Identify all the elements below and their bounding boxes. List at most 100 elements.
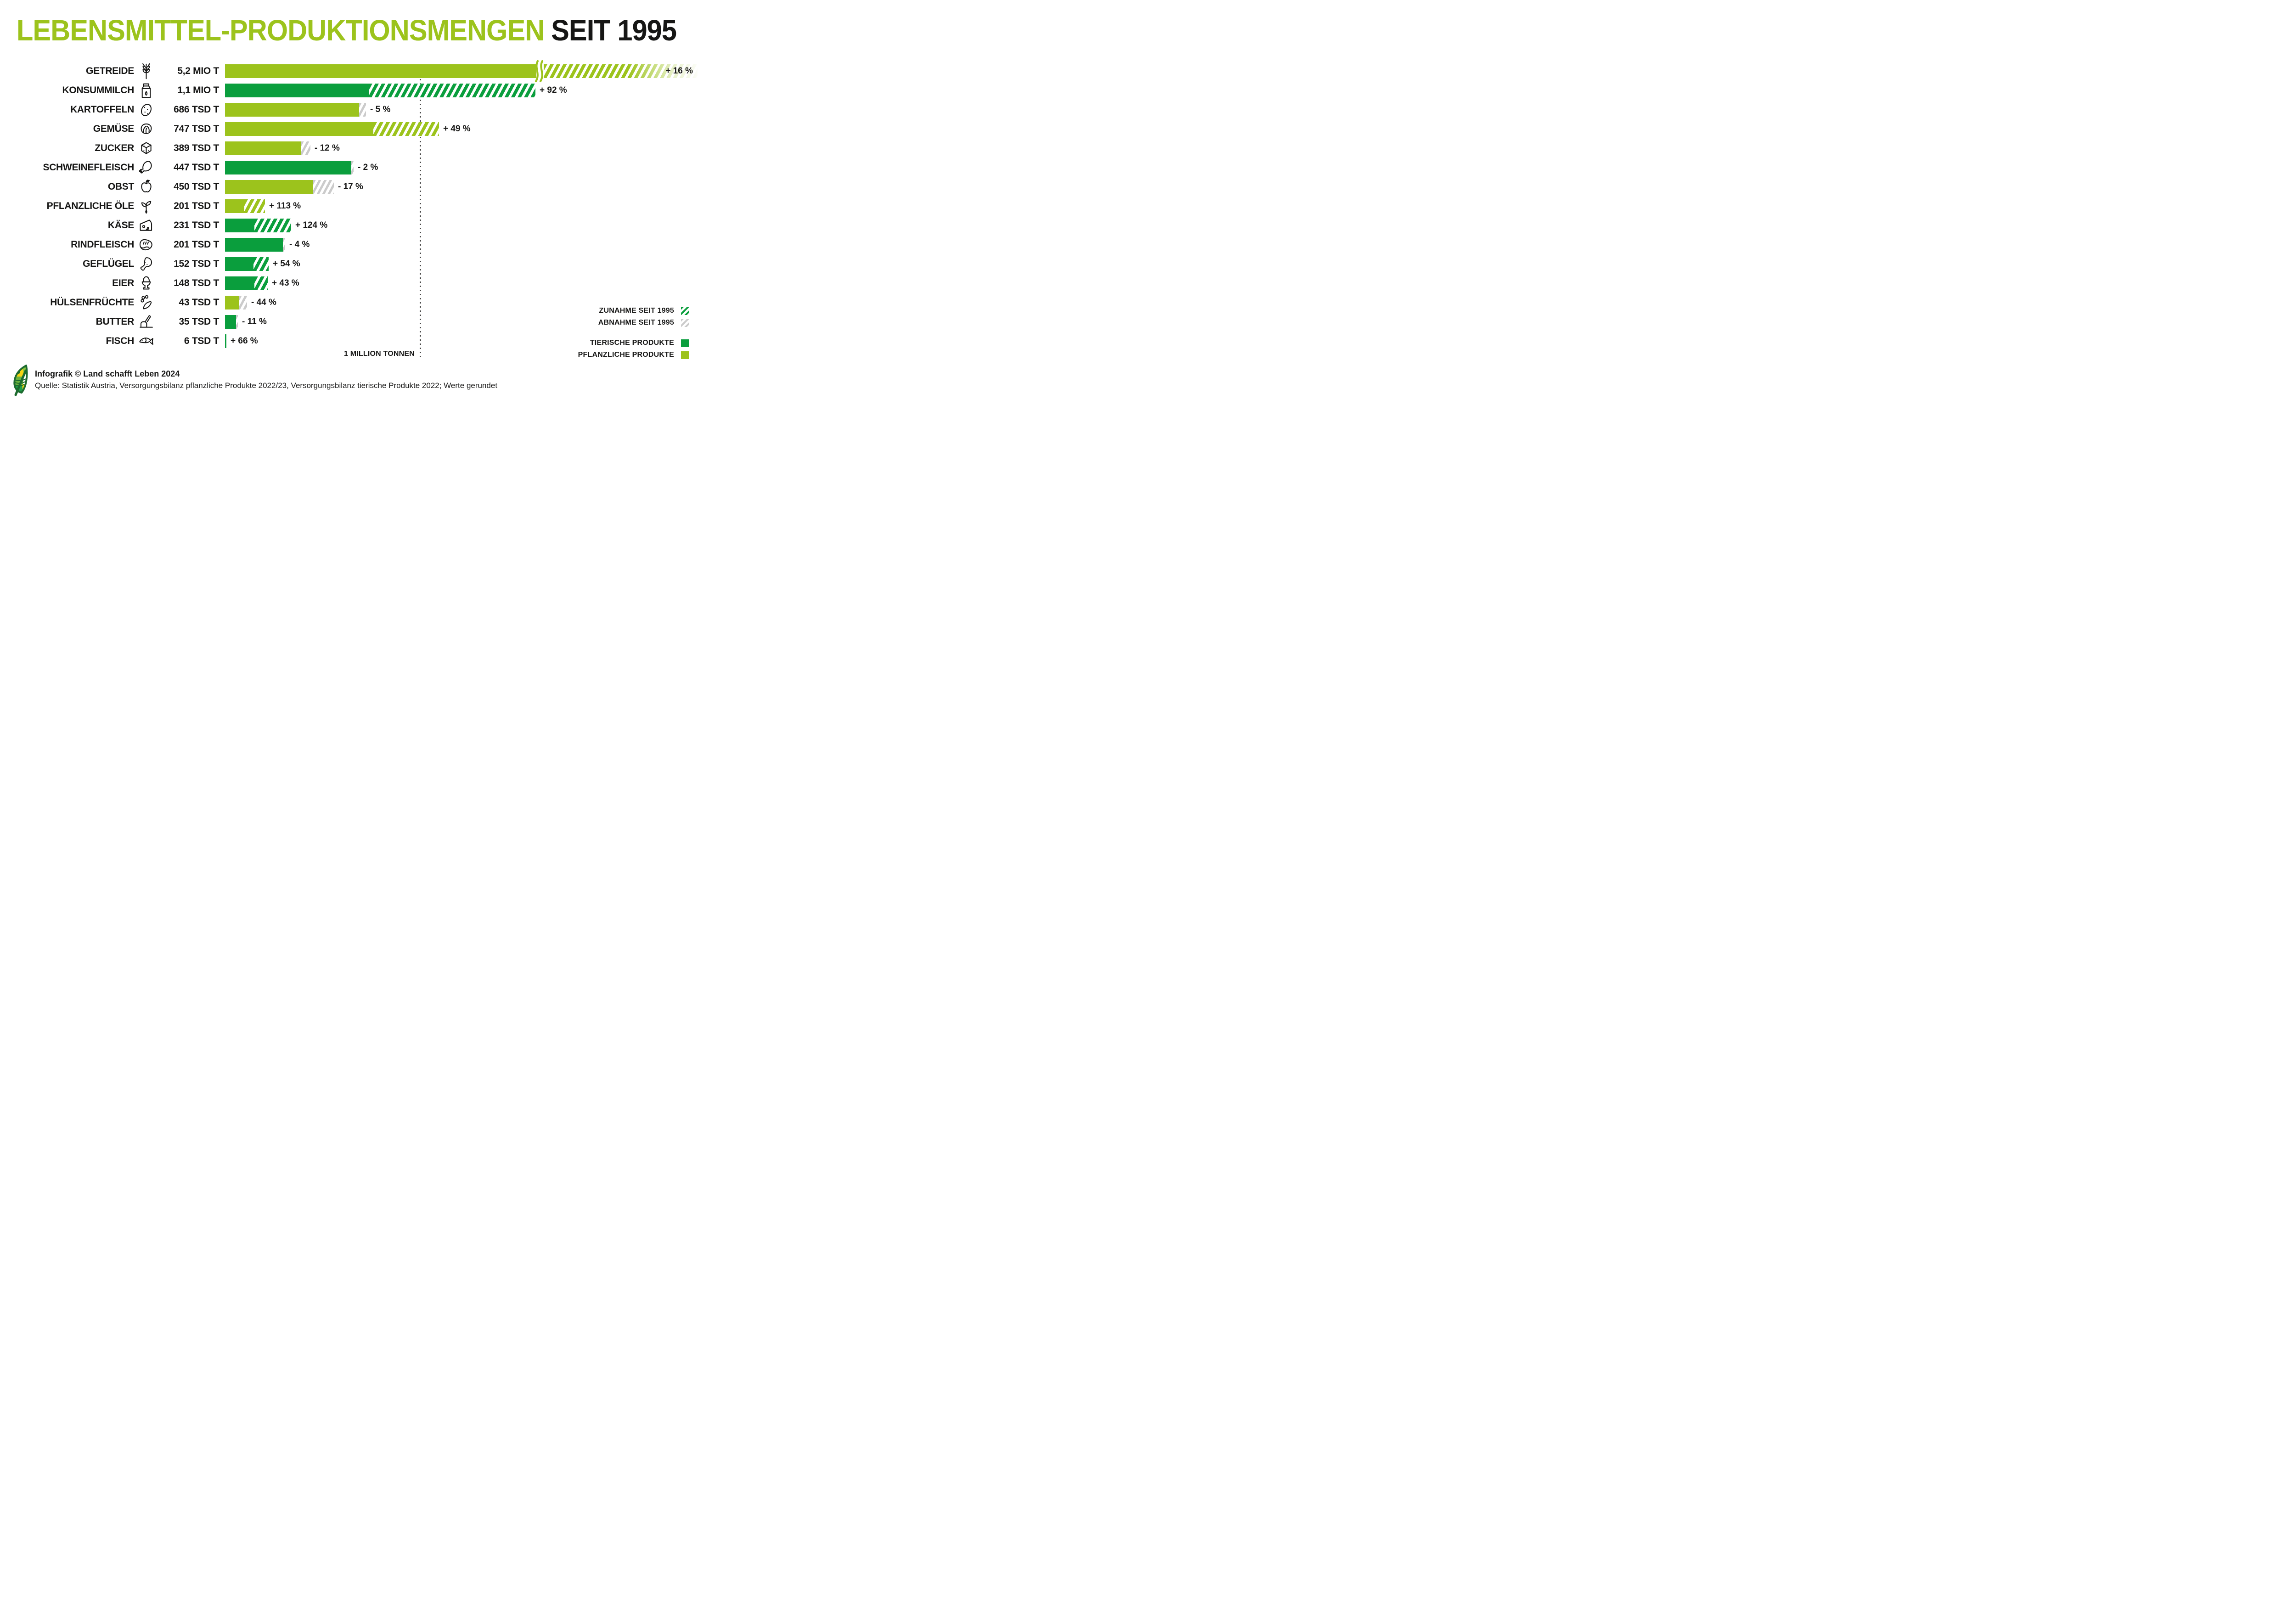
pct-change-label: + 92 % xyxy=(540,85,567,95)
bar-change-hatch xyxy=(254,219,291,232)
row-value: 231 TSD T xyxy=(174,220,219,231)
row-label: KÄSE xyxy=(107,220,134,231)
bar-current xyxy=(225,276,254,290)
row-value: 35 TSD T xyxy=(179,316,219,327)
chart-row-fisch: FISCH 6 TSD T + 66 % xyxy=(17,332,720,351)
bar-current xyxy=(225,199,244,213)
pct-change-label: + 49 % xyxy=(443,124,471,134)
bar-change-hatch xyxy=(236,315,238,329)
legend-group-gap xyxy=(578,329,689,337)
row-label: GEMÜSE xyxy=(93,124,135,134)
row-value: 5,2 MIO T xyxy=(177,66,219,76)
pct-change-label: + 124 % xyxy=(295,220,328,230)
bar-current xyxy=(225,84,369,97)
chart-row-obst: OBST 450 TSD T - 17 % xyxy=(17,177,720,197)
bar-area: - 17 % xyxy=(225,177,720,197)
bar-current xyxy=(225,122,373,136)
wheat-icon xyxy=(134,62,158,81)
land-schafft-leben-logo xyxy=(12,364,33,401)
bar-change-hatch: + 16 % xyxy=(544,64,698,78)
butter-icon xyxy=(134,312,158,332)
row-label: GEFLÜGEL xyxy=(83,259,134,269)
vegetable-icon xyxy=(134,119,158,139)
bar-current xyxy=(225,334,226,348)
row-label: SCHWEINEFLEISCH xyxy=(43,162,134,173)
row-label: ZUCKER xyxy=(95,143,134,153)
fish-icon xyxy=(134,332,158,351)
infographic-canvas: LEBENSMITTEL-PRODUKTIONSMENGEN SEIT 1995 … xyxy=(0,0,720,405)
bar-current xyxy=(225,103,359,117)
bar-area: + 16 % xyxy=(225,60,720,83)
pct-change-label: - 2 % xyxy=(358,163,378,172)
pct-change-label: - 5 % xyxy=(370,105,391,114)
pct-change-label: + 54 % xyxy=(273,259,300,269)
row-value: 6 TSD T xyxy=(184,336,219,346)
row-value: 1,1 MIO T xyxy=(177,85,219,96)
pork-icon xyxy=(134,158,158,177)
pct-change-label: + 43 % xyxy=(272,278,299,288)
row-value: 450 TSD T xyxy=(174,181,219,192)
bar-area: - 11 % xyxy=(225,312,720,332)
legend-item-animal: TIERISCHE PRODUKTE xyxy=(578,337,689,349)
pct-change-label: - 44 % xyxy=(251,298,276,307)
pct-change-label: - 12 % xyxy=(315,143,340,153)
bar-current xyxy=(225,296,239,309)
bar-area: - 44 % xyxy=(225,293,720,312)
row-label: KARTOFFELN xyxy=(70,104,134,115)
chart-row-kartoffeln: KARTOFFELN 686 TSD T - 5 % xyxy=(17,100,720,119)
bar-change-hatch xyxy=(373,122,439,136)
chart-row-käse: KÄSE 231 TSD T + 124 % xyxy=(17,216,720,235)
chart-rows: GETREIDE 5,2 MIO T + 16 % KONSUMMILCH 1,… xyxy=(17,60,720,351)
bar-change-hatch xyxy=(301,141,310,155)
row-label: BUTTER xyxy=(96,316,135,327)
bar-current xyxy=(225,219,254,232)
row-value: 148 TSD T xyxy=(174,278,219,288)
bar-current xyxy=(225,141,301,155)
legend-item-plant: PFLANZLICHE PRODUKTE xyxy=(578,349,689,361)
chart-row-rindfleisch: RINDFLEISCH 201 TSD T - 4 % xyxy=(17,235,720,254)
pct-change-label: - 11 % xyxy=(242,317,267,326)
credit-line: Infografik © Land schafft Leben 2024 xyxy=(35,369,180,378)
legend-plant-label: PFLANZLICHE PRODUKTE xyxy=(578,351,674,359)
pct-change-label: + 113 % xyxy=(269,201,301,211)
bar-current xyxy=(225,161,351,174)
egg-icon xyxy=(134,274,158,293)
row-value: 201 TSD T xyxy=(174,239,219,250)
title-main: LEBENSMITTEL-PRODUKTIONSMENGEN xyxy=(17,14,545,47)
bar-change-hatch xyxy=(254,276,268,290)
legend: ZUNAHME SEIT 1995 ABNAHME SEIT 1995 TIER… xyxy=(578,305,689,361)
bar-change-hatch xyxy=(313,180,334,194)
legend-decrease-label: ABNAHME SEIT 1995 xyxy=(598,319,674,326)
footer: Infografik © Land schafft Leben 2024 Que… xyxy=(35,369,497,390)
pct-change-label: + 66 % xyxy=(231,336,258,346)
bar-change-hatch xyxy=(351,161,354,174)
row-value: 447 TSD T xyxy=(174,162,219,173)
bar-area: - 5 % xyxy=(225,100,720,119)
bar-area: - 4 % xyxy=(225,235,720,254)
sugar-icon xyxy=(134,139,158,158)
bar-current xyxy=(225,257,253,271)
bar-area: - 12 % xyxy=(225,139,720,158)
row-value: 43 TSD T xyxy=(179,297,219,308)
source-line: Quelle: Statistik Austria, Versorgungsbi… xyxy=(35,381,498,390)
chart-row-pflanzliche-öle: PFLANZLICHE ÖLE 201 TSD T + 113 % xyxy=(17,197,720,216)
sprout-icon xyxy=(134,197,158,216)
row-label: OBST xyxy=(107,181,134,192)
row-label: PFLANZLICHE ÖLE xyxy=(46,201,135,211)
chart-row-konsummilch: KONSUMMILCH 1,1 MIO T + 92 % xyxy=(17,81,720,100)
bar-change-hatch xyxy=(239,296,247,309)
bar-change-hatch xyxy=(253,257,269,271)
page-title: LEBENSMITTEL-PRODUKTIONSMENGEN SEIT 1995 xyxy=(17,14,677,47)
decrease-hatch-swatch xyxy=(681,319,689,327)
bar-area: + 49 % xyxy=(225,119,720,139)
bar-area: + 54 % xyxy=(225,254,720,274)
reference-line-label: 1 MILLION TONNEN xyxy=(343,350,415,358)
row-value: 747 TSD T xyxy=(174,124,219,134)
row-label: GETREIDE xyxy=(86,66,134,76)
bar-current xyxy=(225,315,236,329)
row-label: EIER xyxy=(112,278,134,288)
milk-icon xyxy=(134,81,158,100)
legend-item-increase: ZUNAHME SEIT 1995 xyxy=(578,305,689,317)
animal-color-swatch xyxy=(681,339,689,347)
bar-change-hatch xyxy=(283,238,285,252)
